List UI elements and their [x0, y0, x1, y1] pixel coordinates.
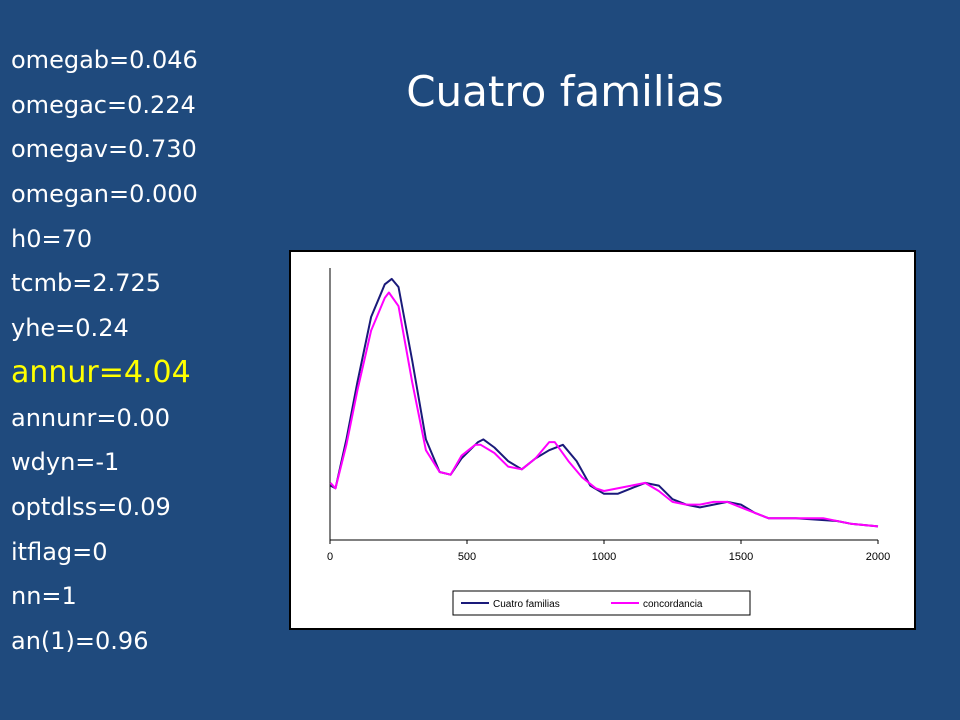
- parameter-item: omegan=0.000: [11, 180, 198, 209]
- parameter-item: omegac=0.224: [11, 90, 196, 119]
- parameter-item: wdyn=-1: [11, 448, 120, 477]
- x-tick-label: 0: [327, 551, 333, 563]
- parameter-item: yhe=0.24: [11, 314, 129, 343]
- x-tick-label: 2000: [866, 551, 890, 563]
- parameter-item: tcmb=2.725: [11, 269, 162, 298]
- chart: 0 500 1000 1500 2000 Cuatro familias concord…: [289, 250, 916, 630]
- x-tick-label: 1000: [592, 551, 616, 563]
- parameter-item: omegab=0.046: [11, 46, 198, 74]
- parameter-item: an(1)=0.96: [11, 626, 149, 655]
- legend: Cuatro familias concordancia: [452, 590, 751, 616]
- series-line-cuatro-familias: [330, 277, 879, 528]
- slide-title: Cuatro familias: [406, 67, 724, 116]
- parameter-item: itflag=0: [11, 537, 108, 566]
- legend-label-cuatro-familias: Cuatro familias: [493, 599, 560, 610]
- x-tick-label: 500: [458, 551, 476, 563]
- parameter-item-highlighted: annur=4.04: [11, 354, 191, 390]
- legend-label-concordancia: concordancia: [643, 599, 703, 610]
- parameter-item: h0=70: [11, 224, 93, 253]
- x-tick-group: 0 500 1000 1500 2000: [327, 540, 890, 563]
- parameter-item: omegav=0.730: [11, 135, 197, 164]
- parameter-item: optdlss=0.09: [11, 492, 171, 521]
- series-line-concordancia: [329, 291, 879, 528]
- parameter-item: annunr=0.00: [11, 403, 170, 432]
- chart-border: [289, 250, 916, 630]
- chart-frame: 0 500 1000 1500 2000 Cuatro familias concord…: [289, 250, 916, 630]
- series-group: [329, 277, 879, 528]
- parameter-item: nn=1: [11, 582, 77, 611]
- parameter-list: omegab=0.046 omegac=0.224 omegav=0.730 o…: [11, 38, 198, 664]
- legend-box: [452, 590, 751, 616]
- x-tick-label: 1500: [729, 551, 753, 563]
